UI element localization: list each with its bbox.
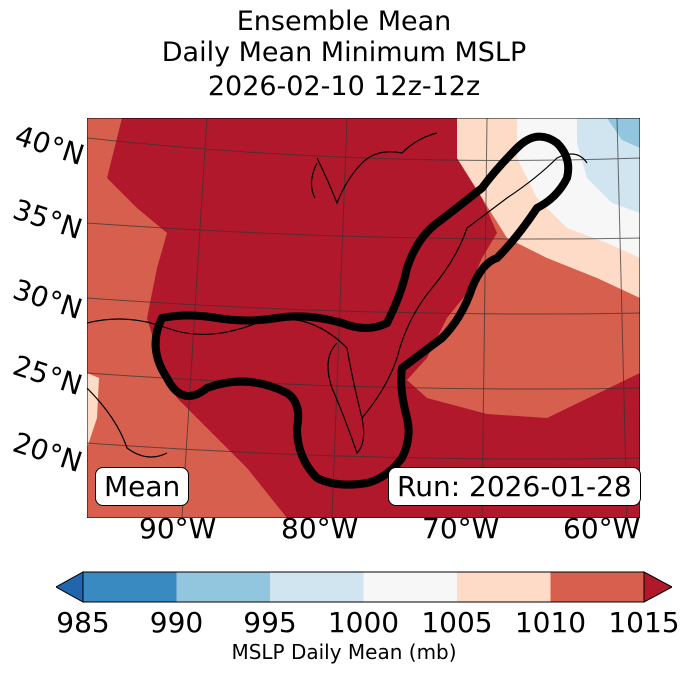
lon-label-80w: 80°W (281, 512, 359, 545)
colorbar-cell-995 (270, 572, 364, 602)
colorbar-tick-985: 985 (56, 606, 110, 639)
lat-label-40: 40°N (10, 118, 89, 173)
trough-1015 (107, 118, 640, 518)
lat-label-25: 25°N (8, 348, 87, 403)
colorbar-label: MSLP Daily Mean (mb) (231, 640, 457, 664)
run-date-box: Run: 2026-01-28 (388, 467, 641, 506)
lat-label-30: 30°N (8, 272, 87, 327)
lon-label-90w: 90°W (139, 512, 217, 545)
region-contour (151, 132, 573, 489)
colorbar-frame (82, 571, 645, 603)
colorbar-cell-1005 (457, 572, 551, 602)
colorbar-cell-985 (83, 572, 177, 602)
title-line-3: 2026-02-10 12z-12z (207, 71, 481, 102)
lon-label-70w: 70°W (422, 512, 500, 545)
colorbar-cell-1000 (363, 572, 457, 602)
colorbar-cell-1010 (550, 572, 644, 602)
colorbar (56, 571, 672, 603)
colorbar-over-arrow (643, 571, 672, 603)
lat-label-35: 35°N (8, 192, 87, 247)
colorbar-under-arrow (56, 571, 84, 603)
colorbar-cell-990 (176, 572, 270, 602)
lat-label-20: 20°N (8, 425, 87, 480)
colorbar-tick-990: 990 (149, 606, 204, 639)
colorbar-tick-1015: 1015 (608, 606, 680, 639)
colorbar-tick-1005: 1005 (421, 606, 493, 639)
map-panel (87, 118, 640, 518)
coastlines (87, 132, 588, 494)
colorbar-tick-1000: 1000 (327, 606, 400, 639)
colorbar-tick-1010: 1010 (514, 606, 587, 639)
lon-label-60w: 60°W (563, 512, 641, 545)
colorbar-tick-995: 995 (243, 606, 297, 639)
mean-box: Mean (95, 467, 190, 506)
title-line-1: Ensemble Mean (236, 6, 452, 37)
title-line-2: Daily Mean Minimum MSLP (161, 37, 527, 68)
high-995 (577, 118, 640, 213)
high-990 (607, 118, 640, 148)
